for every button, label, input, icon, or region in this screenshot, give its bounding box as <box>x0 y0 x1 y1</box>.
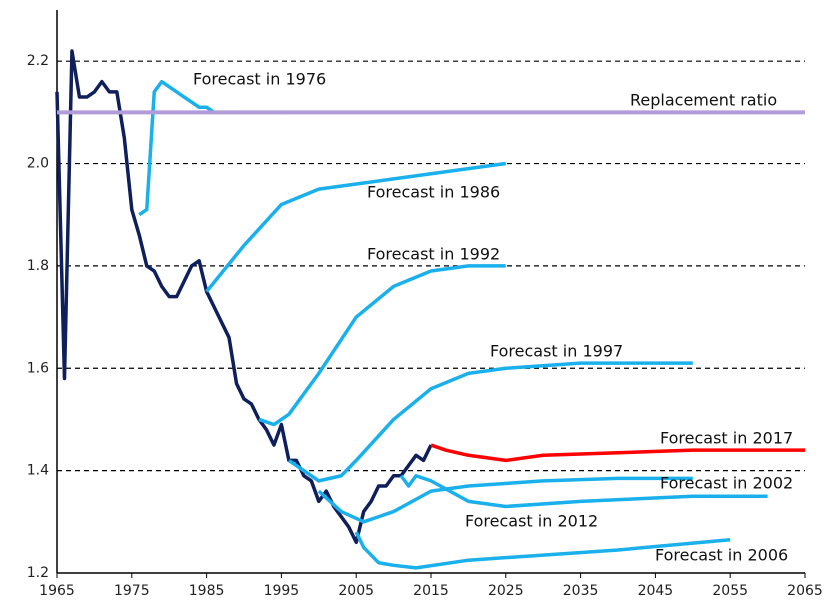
series-line <box>287 361 693 483</box>
series-label: Forecast in 1976 <box>193 70 326 89</box>
y-tick-label: 1.8 <box>27 258 49 274</box>
y-tick-label: 2.2 <box>27 53 49 69</box>
series-line <box>205 161 507 293</box>
x-tick-label: 2055 <box>712 583 748 599</box>
series-line <box>354 531 731 570</box>
x-tick-label: 2035 <box>563 583 599 599</box>
y-tick-label: 1.4 <box>27 463 49 479</box>
series-label: Forecast in 1992 <box>367 245 500 264</box>
series-line <box>138 79 222 217</box>
series-line <box>430 443 805 463</box>
x-tick-label: 2005 <box>338 583 374 599</box>
y-tick-label: 1.6 <box>27 360 49 376</box>
series-label: Forecast in 2012 <box>465 512 598 531</box>
x-tick-label: 1965 <box>39 583 75 599</box>
series-line <box>399 474 768 509</box>
x-tick-label: 2025 <box>488 583 524 599</box>
series-label: Forecast in 1997 <box>490 342 623 361</box>
series-label: Forecast in 2006 <box>655 546 788 565</box>
y-tick-label: 1.2 <box>27 565 49 581</box>
x-tick-label: 1995 <box>264 583 300 599</box>
x-tick-label: 2015 <box>413 583 449 599</box>
series-line <box>55 49 433 545</box>
x-tick-label: 2065 <box>787 583 823 599</box>
x-tick-label: 2045 <box>638 583 674 599</box>
y-tick-label: 2.0 <box>27 156 49 172</box>
series-label: Forecast in 2017 <box>660 429 793 448</box>
series-line <box>258 264 506 427</box>
series-label: Forecast in 1986 <box>367 183 500 202</box>
x-tick-label: 1975 <box>114 583 150 599</box>
series-label: Forecast in 2002 <box>660 474 793 493</box>
series-line <box>317 476 693 524</box>
x-tick-label: 1985 <box>189 583 225 599</box>
series-label: Replacement ratio <box>630 91 777 110</box>
